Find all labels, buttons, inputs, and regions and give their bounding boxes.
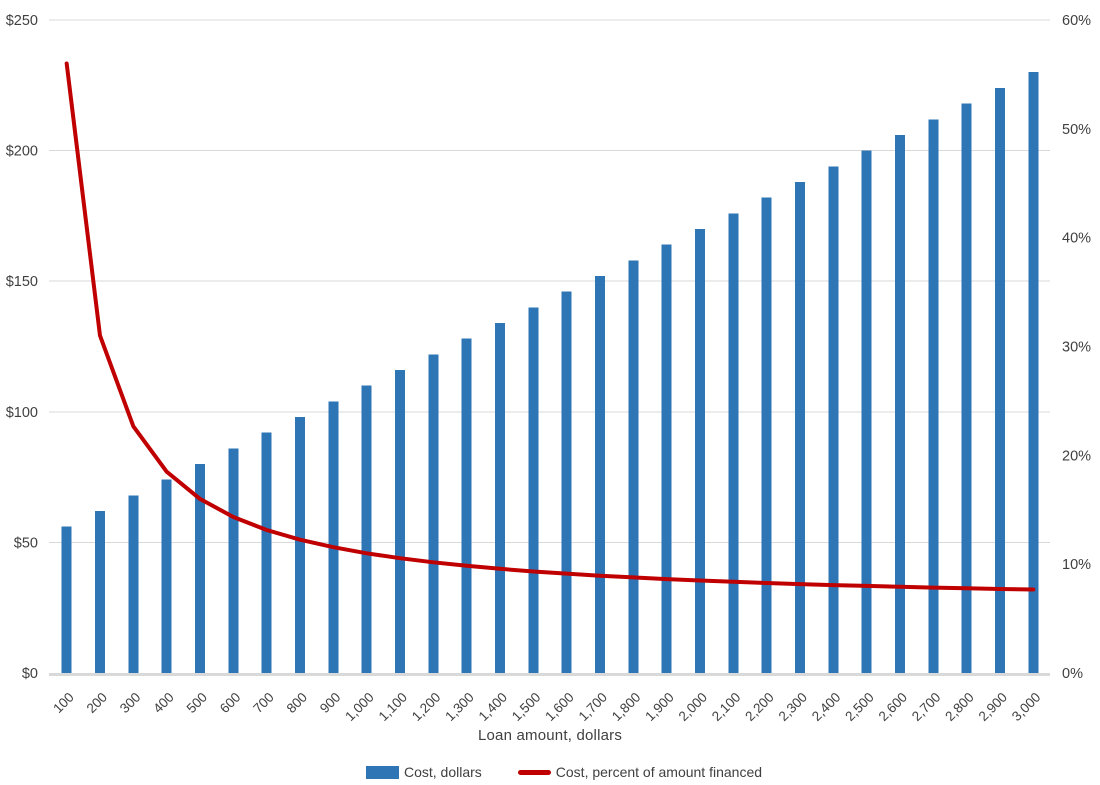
y-axis-right-tick-label: 30% xyxy=(1062,340,1091,356)
bar-cost-dollars xyxy=(1028,72,1039,674)
x-axis-tick-label: 2,700 xyxy=(909,690,944,725)
bar-cost-dollars xyxy=(195,464,205,673)
y-axis-right-tick-label: 60% xyxy=(1062,13,1091,29)
y-axis-right-tick-label: 10% xyxy=(1062,557,1091,573)
x-axis-tick-label: 1,500 xyxy=(509,690,544,725)
bar-cost-dollars xyxy=(961,103,972,674)
bar-cost-dollars xyxy=(295,417,305,673)
x-axis-tick-label: 2,800 xyxy=(942,690,977,725)
x-axis-tick-label: 2,200 xyxy=(742,690,777,725)
legend-line-swatch-icon xyxy=(517,769,551,775)
x-axis-tick-label: 2,400 xyxy=(809,690,844,725)
x-axis-tick-label: 100 xyxy=(50,690,77,717)
bar-cost-dollars xyxy=(828,166,839,673)
x-axis-tick-label: 400 xyxy=(150,690,177,717)
x-axis-tick-label: 800 xyxy=(284,690,311,717)
legend-label-cost-percent: Cost, percent of amount financed xyxy=(555,764,763,780)
x-axis-tick-label: 1,600 xyxy=(542,690,577,725)
bar-cost-dollars xyxy=(695,228,705,673)
legend-label-cost-dollars: Cost, dollars xyxy=(403,764,482,780)
x-axis-tick-label: 1,400 xyxy=(476,690,511,725)
y-axis-right-tick-label: 40% xyxy=(1062,231,1091,247)
line-cost-percent xyxy=(64,61,1036,592)
y-axis-left-tick-label: $250 xyxy=(6,13,38,29)
y-axis-right-tick-label: 50% xyxy=(1062,122,1091,138)
bar-cost-dollars xyxy=(861,150,872,674)
bar-cost-dollars xyxy=(395,370,405,673)
bar-cost-dollars xyxy=(795,181,805,673)
bar-cost-dollars xyxy=(95,511,105,673)
y-axis-left-tick-label: $0 xyxy=(22,666,38,682)
x-axis-tick-label: 2,100 xyxy=(709,690,744,725)
x-axis-tick-label: 200 xyxy=(84,690,111,717)
bar-cost-dollars xyxy=(728,213,739,673)
x-axis-tick-label: 1,200 xyxy=(409,690,444,725)
bar-cost-dollars xyxy=(595,275,605,673)
bar-cost-dollars xyxy=(161,479,172,673)
bar-cost-dollars xyxy=(128,495,139,673)
x-axis-tick-label: 2,000 xyxy=(676,690,711,725)
x-axis-tick-label: 1,700 xyxy=(576,690,611,725)
x-axis-tick-label: 2,600 xyxy=(876,690,911,725)
x-axis-title: Loan amount, dollars xyxy=(477,727,623,744)
x-axis-tick-label: 600 xyxy=(217,690,244,717)
x-axis-tick-label: 900 xyxy=(317,690,344,717)
y-axis-left-tick-label: $150 xyxy=(6,274,38,290)
bar-cost-dollars xyxy=(328,401,339,673)
y-axis-right-tick-label: 20% xyxy=(1062,448,1091,464)
bar-cost-dollars xyxy=(661,244,672,673)
x-axis-tick-label: 1,800 xyxy=(609,690,644,725)
bar-cost-dollars xyxy=(261,432,272,673)
x-axis-tick-label: 500 xyxy=(184,690,211,717)
bar-cost-dollars xyxy=(228,448,239,673)
bar-cost-dollars xyxy=(461,338,472,673)
bar-cost-dollars xyxy=(61,526,72,673)
bar-cost-dollars xyxy=(995,87,1005,674)
x-axis-tick-label: 2,900 xyxy=(976,690,1011,725)
x-axis-tick-label: 700 xyxy=(250,690,277,717)
y-axis-right-tick-label: 0% xyxy=(1062,666,1083,682)
x-axis-tick-label: 3,000 xyxy=(1009,690,1044,725)
bar-cost-dollars xyxy=(761,197,772,673)
bar-cost-dollars xyxy=(528,307,539,673)
bar-cost-dollars xyxy=(361,385,372,673)
y-axis-left-tick-label: $100 xyxy=(6,405,38,421)
x-axis-tick-label: 1,900 xyxy=(642,690,677,725)
legend-bar-swatch-icon xyxy=(365,765,399,779)
x-axis-tick-label: 1,000 xyxy=(342,690,377,725)
x-axis-tick-label: 2,500 xyxy=(842,690,877,725)
bar-cost-dollars xyxy=(895,134,905,674)
y-axis-left-tick-label: $200 xyxy=(6,144,38,160)
bar-cost-dollars xyxy=(495,322,505,673)
legend-item-cost-percent: Cost, percent of amount financed xyxy=(517,764,763,780)
y-axis-left-tick-label: $50 xyxy=(14,535,38,551)
bar-cost-dollars xyxy=(561,291,572,673)
bar-cost-dollars xyxy=(428,354,439,673)
x-axis-tick-label: 1,300 xyxy=(442,690,477,725)
x-axis-tick-label: 1,100 xyxy=(376,690,411,725)
legend-item-cost-dollars: Cost, dollars xyxy=(365,764,482,780)
bar-cost-dollars xyxy=(928,119,939,674)
x-axis-tick-label: 2,300 xyxy=(776,690,811,725)
bar-cost-dollars xyxy=(628,260,639,673)
legend: Cost, dollars Cost, percent of amount fi… xyxy=(14,764,1100,780)
x-axis-tick-label: 300 xyxy=(117,690,144,717)
